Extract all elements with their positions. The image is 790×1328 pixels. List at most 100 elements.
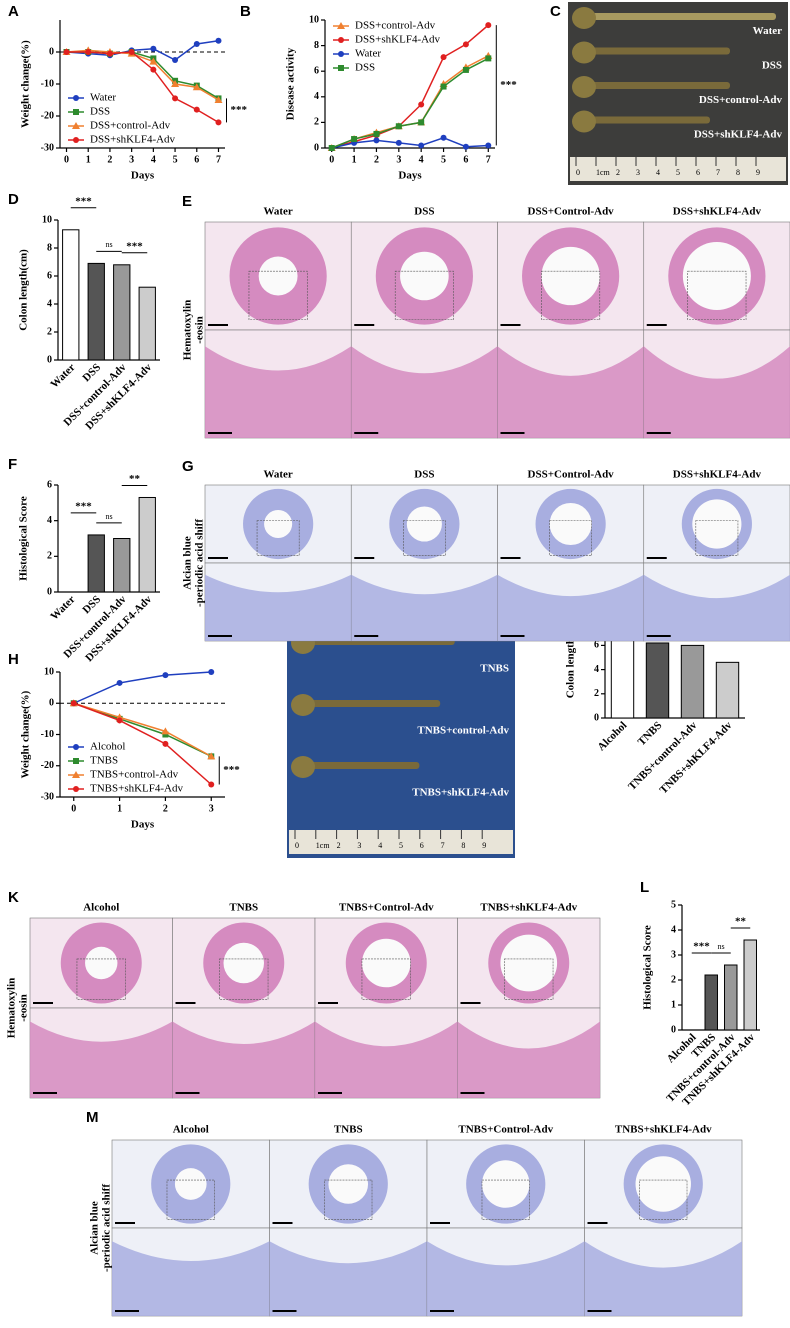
column-header: TNBS+shKLF4-Adv	[615, 1124, 712, 1136]
y-tick-label: 0	[671, 1024, 676, 1035]
bar	[724, 964, 738, 1031]
panel-letter: F	[8, 456, 17, 473]
y-axis-label: Disease activity	[285, 47, 297, 120]
annotation: ***	[500, 79, 517, 91]
panel-letter: B	[240, 3, 251, 20]
tissue-band	[172, 1021, 315, 1098]
marker	[72, 771, 80, 778]
x-tick-label: 1	[352, 154, 357, 165]
marker	[162, 731, 169, 738]
x-tick-label: Water	[48, 361, 77, 390]
row-label: -periodic acid shiff	[194, 519, 206, 607]
column-header: Alcohol	[173, 1124, 209, 1136]
y-tick-label: 4	[314, 91, 319, 102]
x-tick-label: 1	[117, 803, 122, 814]
ruler-label: 5	[676, 168, 680, 177]
photo	[568, 2, 788, 185]
tissue-band	[112, 1241, 270, 1316]
x-tick-label: 2	[163, 803, 168, 814]
marker	[328, 145, 335, 151]
series-line	[73, 702, 212, 758]
scale-bar	[318, 1002, 338, 1004]
legend-label: Alcohol	[90, 741, 125, 753]
colon-label: TNBS+control-Adv	[417, 724, 509, 736]
ruler-label: 7	[716, 168, 720, 177]
x-axis-label: Days	[131, 819, 155, 831]
lumen	[692, 499, 742, 549]
annotation: ns	[717, 942, 724, 951]
tissue-band	[315, 1021, 458, 1098]
y-axis-label: Colon length(cm)	[18, 249, 30, 331]
y-axis-label: Histological Score	[642, 925, 654, 1010]
tissue-band	[30, 1021, 173, 1098]
row-label: Hematoxylin	[182, 300, 194, 361]
y-tick-label: 4	[671, 924, 676, 935]
colon-label: TNBS	[480, 662, 509, 674]
ruler-label: 9	[482, 841, 486, 850]
annotation: ***	[75, 500, 92, 512]
panel-letter: G	[182, 458, 194, 475]
bar	[113, 538, 131, 593]
zoom-box	[504, 958, 554, 1000]
legend-label: Water	[355, 48, 381, 60]
y-tick-label: 2	[47, 326, 52, 337]
x-tick-label: 4	[151, 154, 156, 165]
marker	[485, 55, 492, 62]
series-line	[73, 702, 212, 786]
marker	[207, 752, 216, 760]
scale-bar	[354, 635, 379, 637]
marker	[161, 727, 170, 735]
colon	[586, 116, 710, 124]
tissue-band	[351, 346, 498, 438]
scale-bar	[460, 1092, 485, 1094]
zoom-box	[639, 1179, 688, 1220]
bar	[87, 534, 105, 593]
colon	[305, 700, 441, 707]
marker	[171, 80, 180, 87]
marker	[73, 744, 79, 750]
scale-bar	[646, 432, 671, 434]
row-label: -eosin	[18, 994, 30, 1022]
marker	[418, 142, 425, 149]
ruler-label: 3	[636, 168, 640, 177]
colon-label: Water	[753, 25, 782, 37]
row-label: Alcian blue	[182, 536, 194, 590]
lumen	[635, 1156, 691, 1212]
x-tick-label: Water	[48, 593, 77, 622]
ruler-label: 8	[461, 841, 465, 850]
tissue-band	[643, 346, 790, 438]
scale-bar	[115, 1310, 139, 1312]
column-header: TNBS+Control-Adv	[458, 1124, 553, 1136]
marker	[351, 136, 358, 143]
y-tick-label: 10	[309, 14, 319, 25]
zoom-box	[687, 270, 747, 321]
panel-letter: A	[8, 3, 19, 20]
marker	[73, 95, 79, 101]
bar	[704, 974, 718, 1031]
ruler-label: 8	[736, 168, 740, 177]
marker	[485, 22, 492, 29]
y-tick-label: 0	[49, 46, 54, 57]
panel-letter: D	[8, 191, 19, 208]
x-tick-label: 3	[396, 154, 401, 165]
column-header: Water	[263, 469, 292, 481]
tissue-band	[497, 574, 644, 641]
column-header: TNBS	[334, 1124, 363, 1136]
legend-label: DSS+shKLF4-Adv	[355, 34, 441, 46]
y-tick-label: 1	[671, 999, 676, 1010]
marker	[462, 66, 469, 73]
marker	[395, 123, 402, 130]
ruler-label: 7	[441, 841, 445, 850]
zoom-box	[403, 520, 446, 556]
scale-bar	[272, 1310, 297, 1312]
scale-bar	[500, 557, 521, 559]
legend-label: DSS	[355, 62, 375, 74]
ruler-label: 1cm	[316, 841, 331, 850]
lumen	[682, 241, 751, 311]
column-header: DSS+shKLF4-Adv	[673, 469, 762, 481]
bar	[743, 939, 757, 1031]
series-line	[66, 40, 219, 61]
marker	[128, 49, 135, 55]
series-line	[66, 49, 219, 101]
x-tick-label: 0	[329, 154, 334, 165]
